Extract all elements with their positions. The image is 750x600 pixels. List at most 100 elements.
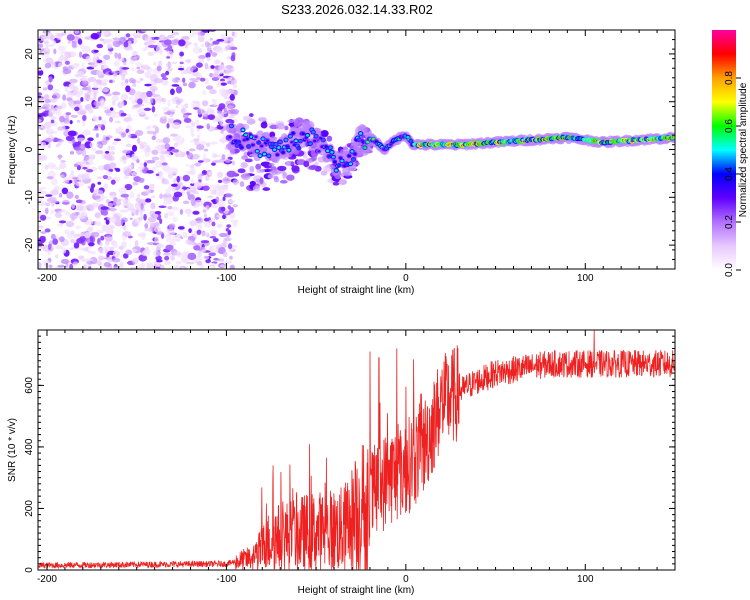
noise-blob: [64, 56, 68, 61]
noise-blob: [139, 78, 144, 81]
ridge-core: [261, 137, 265, 141]
noise-blob: [184, 208, 192, 214]
y-tick-label: -20: [24, 237, 35, 252]
noise-blob: [209, 104, 218, 107]
noise-blob: [56, 108, 62, 116]
noise-blob: [223, 107, 227, 113]
noise-blob: [59, 162, 67, 170]
y-tick-label: 10: [24, 96, 35, 108]
noise-blob: [197, 173, 203, 180]
noise-blob: [67, 130, 77, 137]
noise-blob: [202, 90, 207, 96]
noise-blob: [230, 54, 236, 62]
noise-blob: [153, 226, 161, 233]
noise-blob: [103, 163, 111, 171]
noise-blob: [196, 134, 201, 140]
noise-blob: [181, 107, 186, 114]
noise-blob: [131, 144, 138, 152]
noise-blob: [148, 39, 157, 44]
noise-blob: [211, 162, 216, 166]
noise-blob: [87, 250, 92, 254]
noise-blob: [166, 201, 172, 205]
noise-blob: [39, 196, 43, 202]
noise-blob: [103, 58, 107, 66]
noise-blob: [113, 60, 120, 67]
noise-blob: [75, 233, 84, 237]
snr-frame: [37, 329, 676, 571]
noise-blob: [138, 264, 144, 269]
noise-blob: [220, 206, 226, 212]
ridge-core: [351, 158, 356, 161]
noise-blob: [225, 227, 230, 232]
ridge-core: [272, 148, 277, 151]
noise-blob: [56, 224, 64, 227]
scatter-blob: [226, 170, 237, 178]
noise-blob: [175, 238, 181, 242]
noise-blob: [128, 96, 134, 100]
y-tick-label: -10: [24, 190, 35, 205]
ridge-core: [241, 128, 245, 132]
spectrogram-marks: [38, 30, 675, 269]
ridge-core: [297, 146, 301, 150]
noise-blob: [198, 222, 202, 229]
noise-blob: [93, 92, 97, 99]
noise-blob: [175, 99, 182, 105]
noise-blob: [214, 65, 220, 69]
noise-blob: [96, 69, 103, 76]
noise-blob: [70, 230, 75, 235]
noise-blob: [227, 243, 233, 250]
noise-blob: [115, 127, 124, 133]
noise-blob: [188, 148, 196, 152]
noise-blob: [158, 34, 166, 42]
noise-blob: [135, 91, 143, 96]
scatter-blob: [288, 123, 294, 127]
noise-blob: [140, 202, 144, 210]
noise-blob: [105, 171, 113, 175]
noise-blob: [187, 252, 197, 261]
noise-blob: [185, 261, 195, 265]
scatter-blob: [271, 170, 279, 174]
noise-blob: [47, 162, 56, 170]
noise-blob: [70, 114, 79, 118]
noise-blob: [225, 193, 233, 198]
noise-blob: [171, 61, 178, 65]
noise-blob: [185, 67, 189, 74]
noise-blob: [45, 202, 51, 207]
noise-blob: [105, 240, 110, 246]
scatter-blob: [241, 155, 249, 160]
noise-blob: [87, 137, 94, 142]
noise-blob: [38, 107, 43, 110]
noise-blob: [155, 160, 163, 168]
noise-blob: [204, 62, 209, 70]
noise-blob: [222, 196, 226, 202]
noise-blob: [104, 150, 110, 154]
noise-blob: [39, 214, 47, 221]
noise-blob: [60, 258, 70, 265]
noise-blob: [165, 62, 172, 68]
noise-blob: [168, 223, 176, 229]
noise-blob: [66, 34, 75, 41]
ridge-core: [337, 163, 341, 167]
noise-blob: [45, 194, 53, 197]
noise-blob: [219, 184, 228, 190]
noise-blob: [60, 160, 66, 163]
noise-blob: [207, 195, 214, 199]
noise-blob: [119, 66, 123, 74]
scatter-blob: [239, 181, 245, 187]
noise-blob: [181, 256, 189, 263]
noise-blob: [111, 257, 121, 263]
noise-blob: [108, 51, 113, 55]
noise-blob: [112, 250, 121, 258]
noise-blob: [103, 261, 111, 268]
noise-blob: [151, 105, 156, 113]
noise-blob: [123, 176, 129, 180]
noise-blob: [205, 142, 211, 147]
noise-blob: [58, 236, 65, 243]
noise-blob: [171, 122, 181, 130]
noise-blob: [161, 165, 171, 172]
noise-blob: [216, 223, 223, 229]
noise-blob: [125, 249, 133, 255]
noise-blob: [202, 185, 210, 191]
noise-blob: [64, 121, 70, 125]
